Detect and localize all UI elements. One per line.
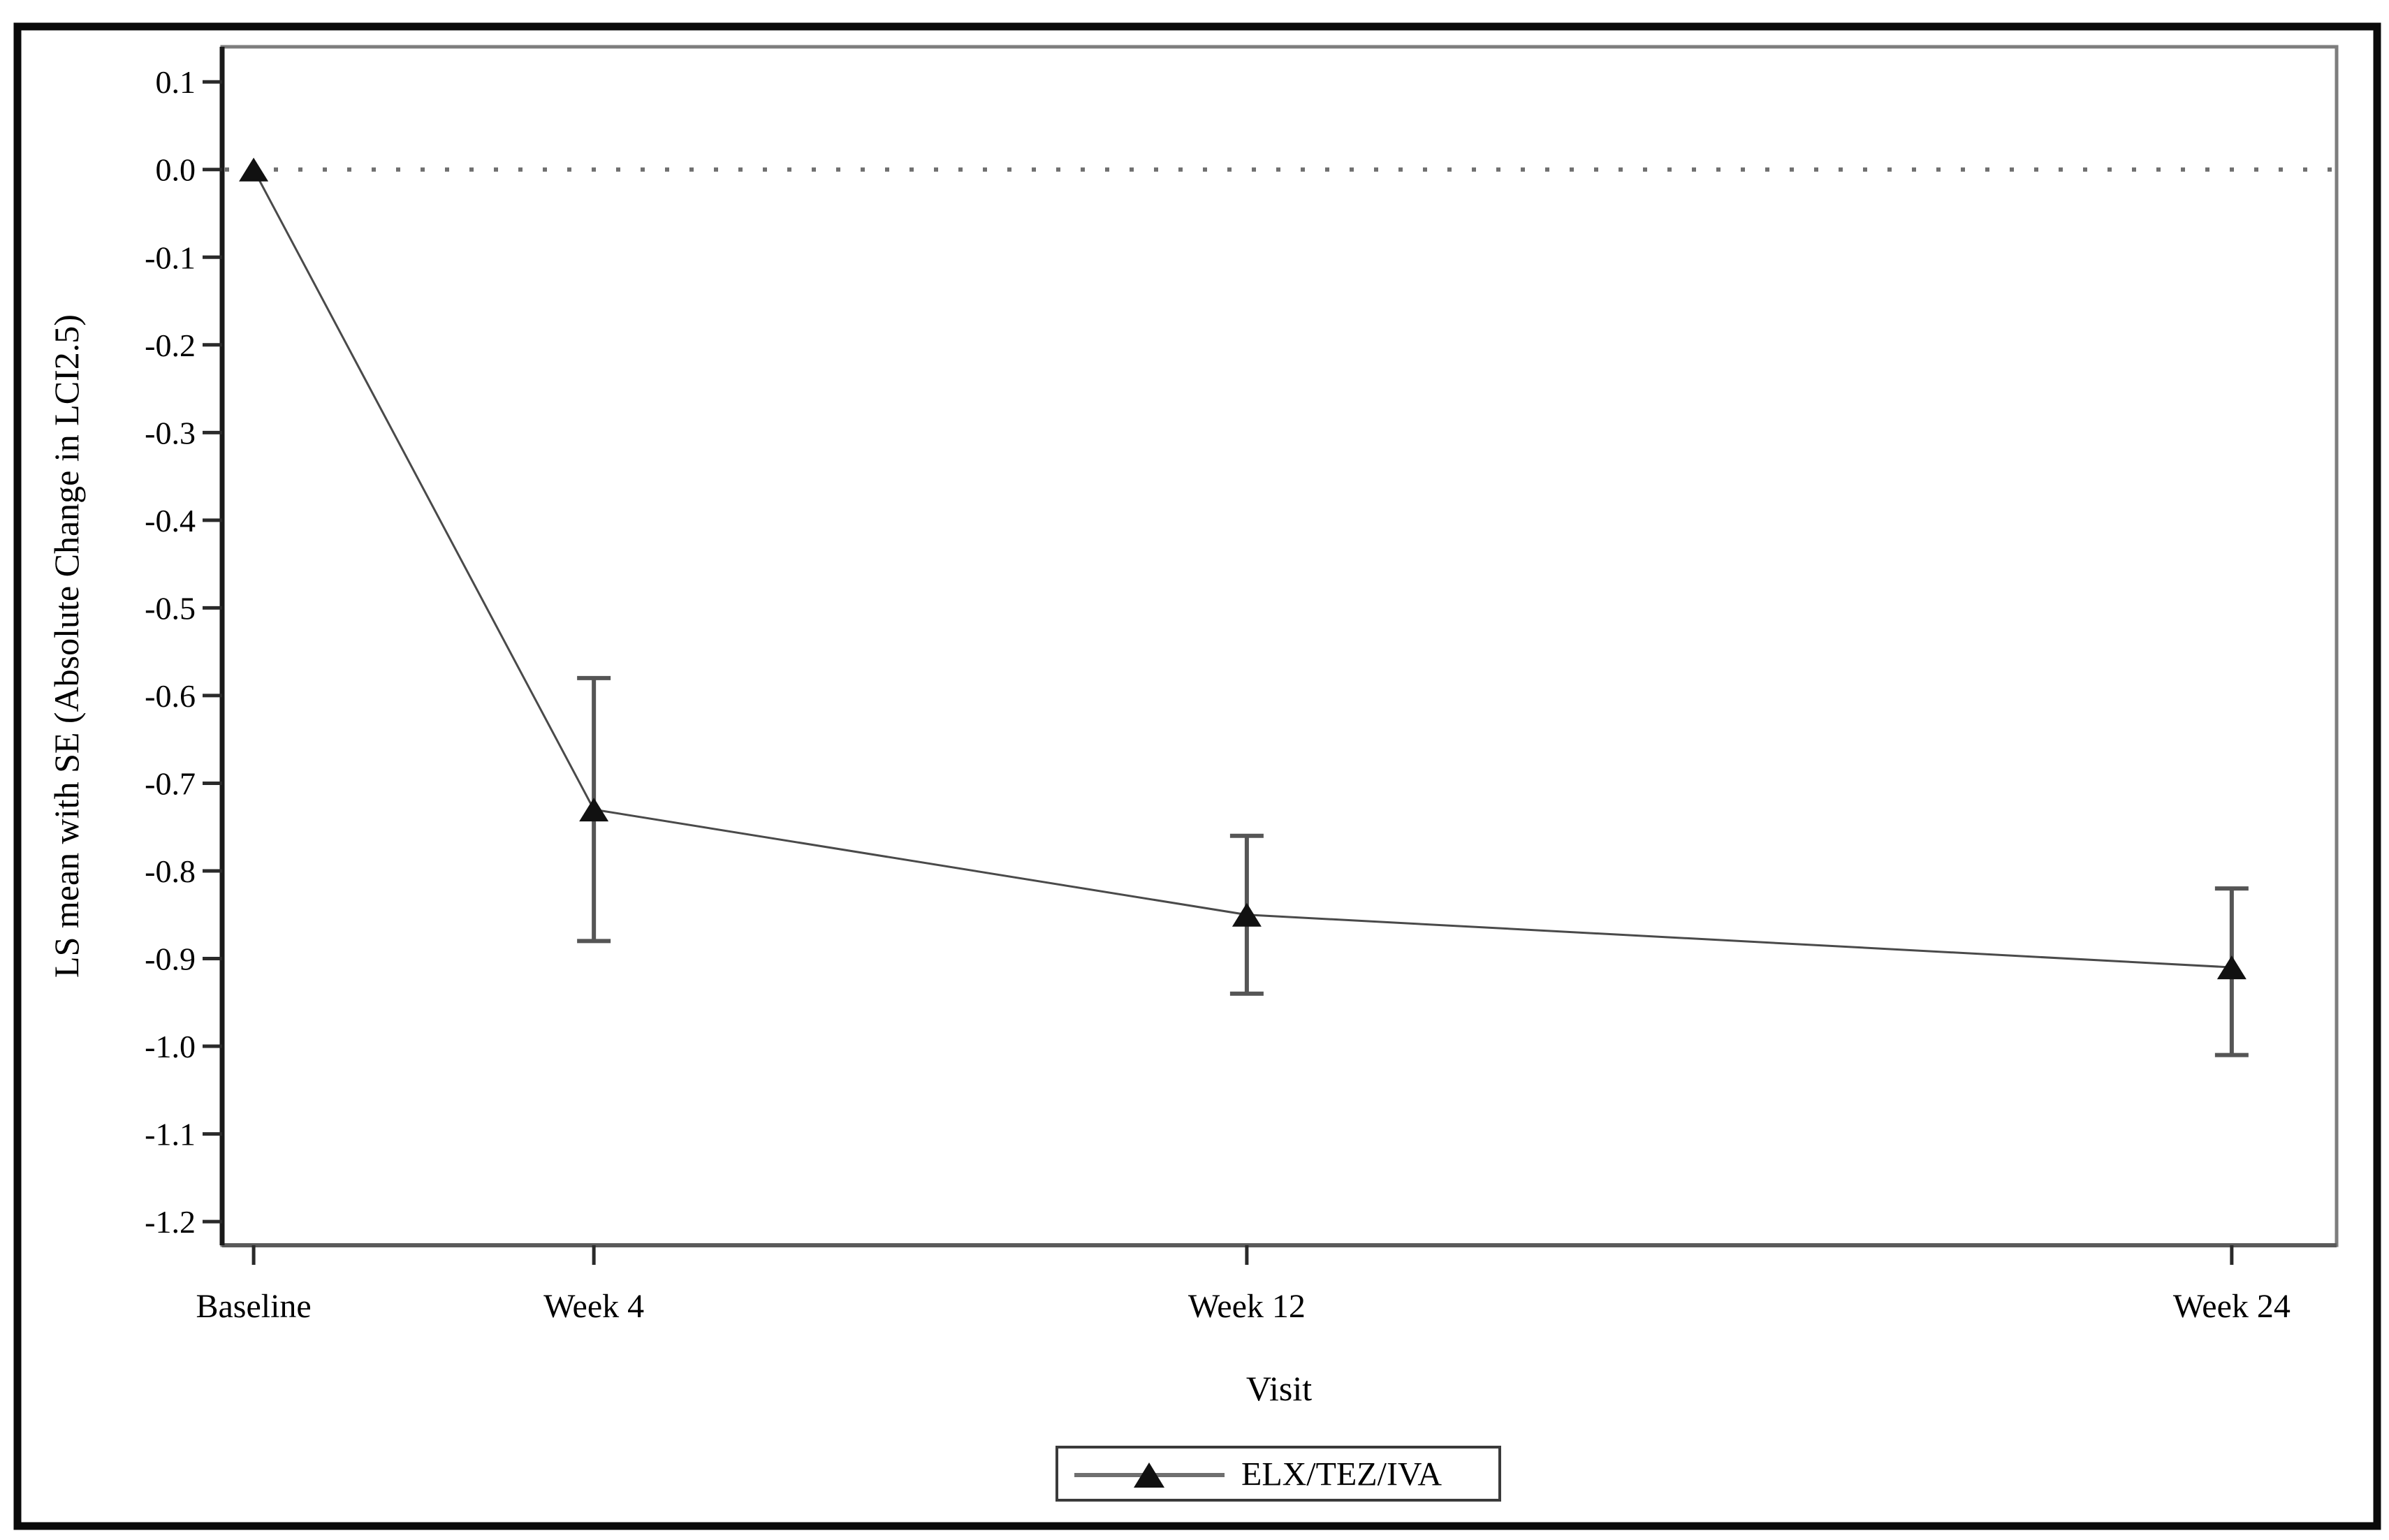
y-tick-label: 0.1	[156, 64, 196, 100]
data-point-marker	[579, 798, 609, 822]
y-tick-label: -0.4	[145, 503, 196, 538]
x-axis-title: Visit	[1245, 1369, 1313, 1408]
x-tick-label: Week 12	[1188, 1288, 1306, 1325]
y-tick-label: -1.2	[145, 1204, 196, 1240]
y-tick-label: 0.0	[156, 152, 196, 188]
y-tick-label: -0.5	[145, 590, 196, 626]
x-tick-label: Week 4	[543, 1288, 644, 1325]
y-tick-label: -0.6	[145, 678, 196, 714]
y-tick-label: -0.1	[145, 240, 196, 275]
y-tick-label: -0.7	[145, 765, 196, 801]
y-tick-label: -0.3	[145, 415, 196, 450]
series-line	[252, 169, 2232, 969]
y-tick-label: -0.9	[145, 941, 196, 977]
data-point-marker	[2216, 955, 2246, 980]
x-tick-label: Baseline	[196, 1288, 311, 1325]
data-point-marker	[1232, 902, 1262, 927]
y-tick-label: -1.1	[145, 1117, 196, 1152]
legend-marker-triangle-icon	[1134, 1462, 1164, 1488]
chart-outer-border	[13, 22, 2381, 1530]
y-tick-label: -0.2	[145, 328, 196, 363]
y-tick-label: -1.0	[145, 1029, 196, 1064]
plot-frame	[220, 45, 2339, 1247]
legend-entry-label: ELX/TEZ/IVA	[1241, 1455, 1442, 1493]
data-point-marker	[239, 157, 269, 182]
x-tick-label: Week 24	[2173, 1288, 2291, 1325]
y-tick-label: -0.8	[145, 853, 196, 889]
y-axis-title: LS mean with SE (Absolute Change in LCI2…	[47, 314, 86, 978]
